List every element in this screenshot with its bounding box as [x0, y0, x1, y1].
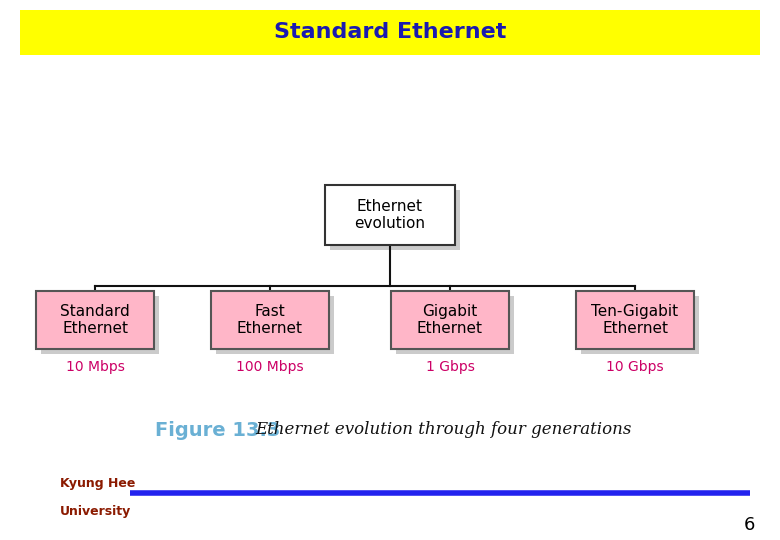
FancyBboxPatch shape — [581, 296, 699, 354]
FancyBboxPatch shape — [576, 291, 694, 349]
Text: University: University — [60, 505, 131, 518]
Text: Ethernet evolution through four generations: Ethernet evolution through four generati… — [255, 422, 631, 438]
Text: Ethernet
evolution: Ethernet evolution — [354, 199, 426, 231]
Text: 10 Mbps: 10 Mbps — [66, 360, 125, 374]
Text: 100 Mbps: 100 Mbps — [236, 360, 304, 374]
FancyBboxPatch shape — [20, 10, 760, 55]
Text: 1 Gbps: 1 Gbps — [426, 360, 474, 374]
FancyBboxPatch shape — [396, 296, 514, 354]
FancyBboxPatch shape — [36, 291, 154, 349]
Text: Fast
Ethernet: Fast Ethernet — [237, 304, 303, 336]
Text: Standard Ethernet: Standard Ethernet — [274, 23, 506, 43]
Text: 6: 6 — [743, 516, 755, 534]
Text: Ten-Gigabit
Ethernet: Ten-Gigabit Ethernet — [591, 304, 679, 336]
Text: Kyung Hee: Kyung Hee — [60, 477, 136, 490]
FancyBboxPatch shape — [41, 296, 159, 354]
FancyBboxPatch shape — [330, 190, 460, 250]
FancyBboxPatch shape — [216, 296, 334, 354]
FancyBboxPatch shape — [325, 185, 455, 245]
Text: Figure 13.3: Figure 13.3 — [155, 421, 280, 440]
FancyBboxPatch shape — [391, 291, 509, 349]
Text: Gigabit
Ethernet: Gigabit Ethernet — [417, 304, 483, 336]
Text: 10 Gbps: 10 Gbps — [606, 360, 664, 374]
FancyBboxPatch shape — [211, 291, 329, 349]
Text: Standard
Ethernet: Standard Ethernet — [60, 304, 130, 336]
